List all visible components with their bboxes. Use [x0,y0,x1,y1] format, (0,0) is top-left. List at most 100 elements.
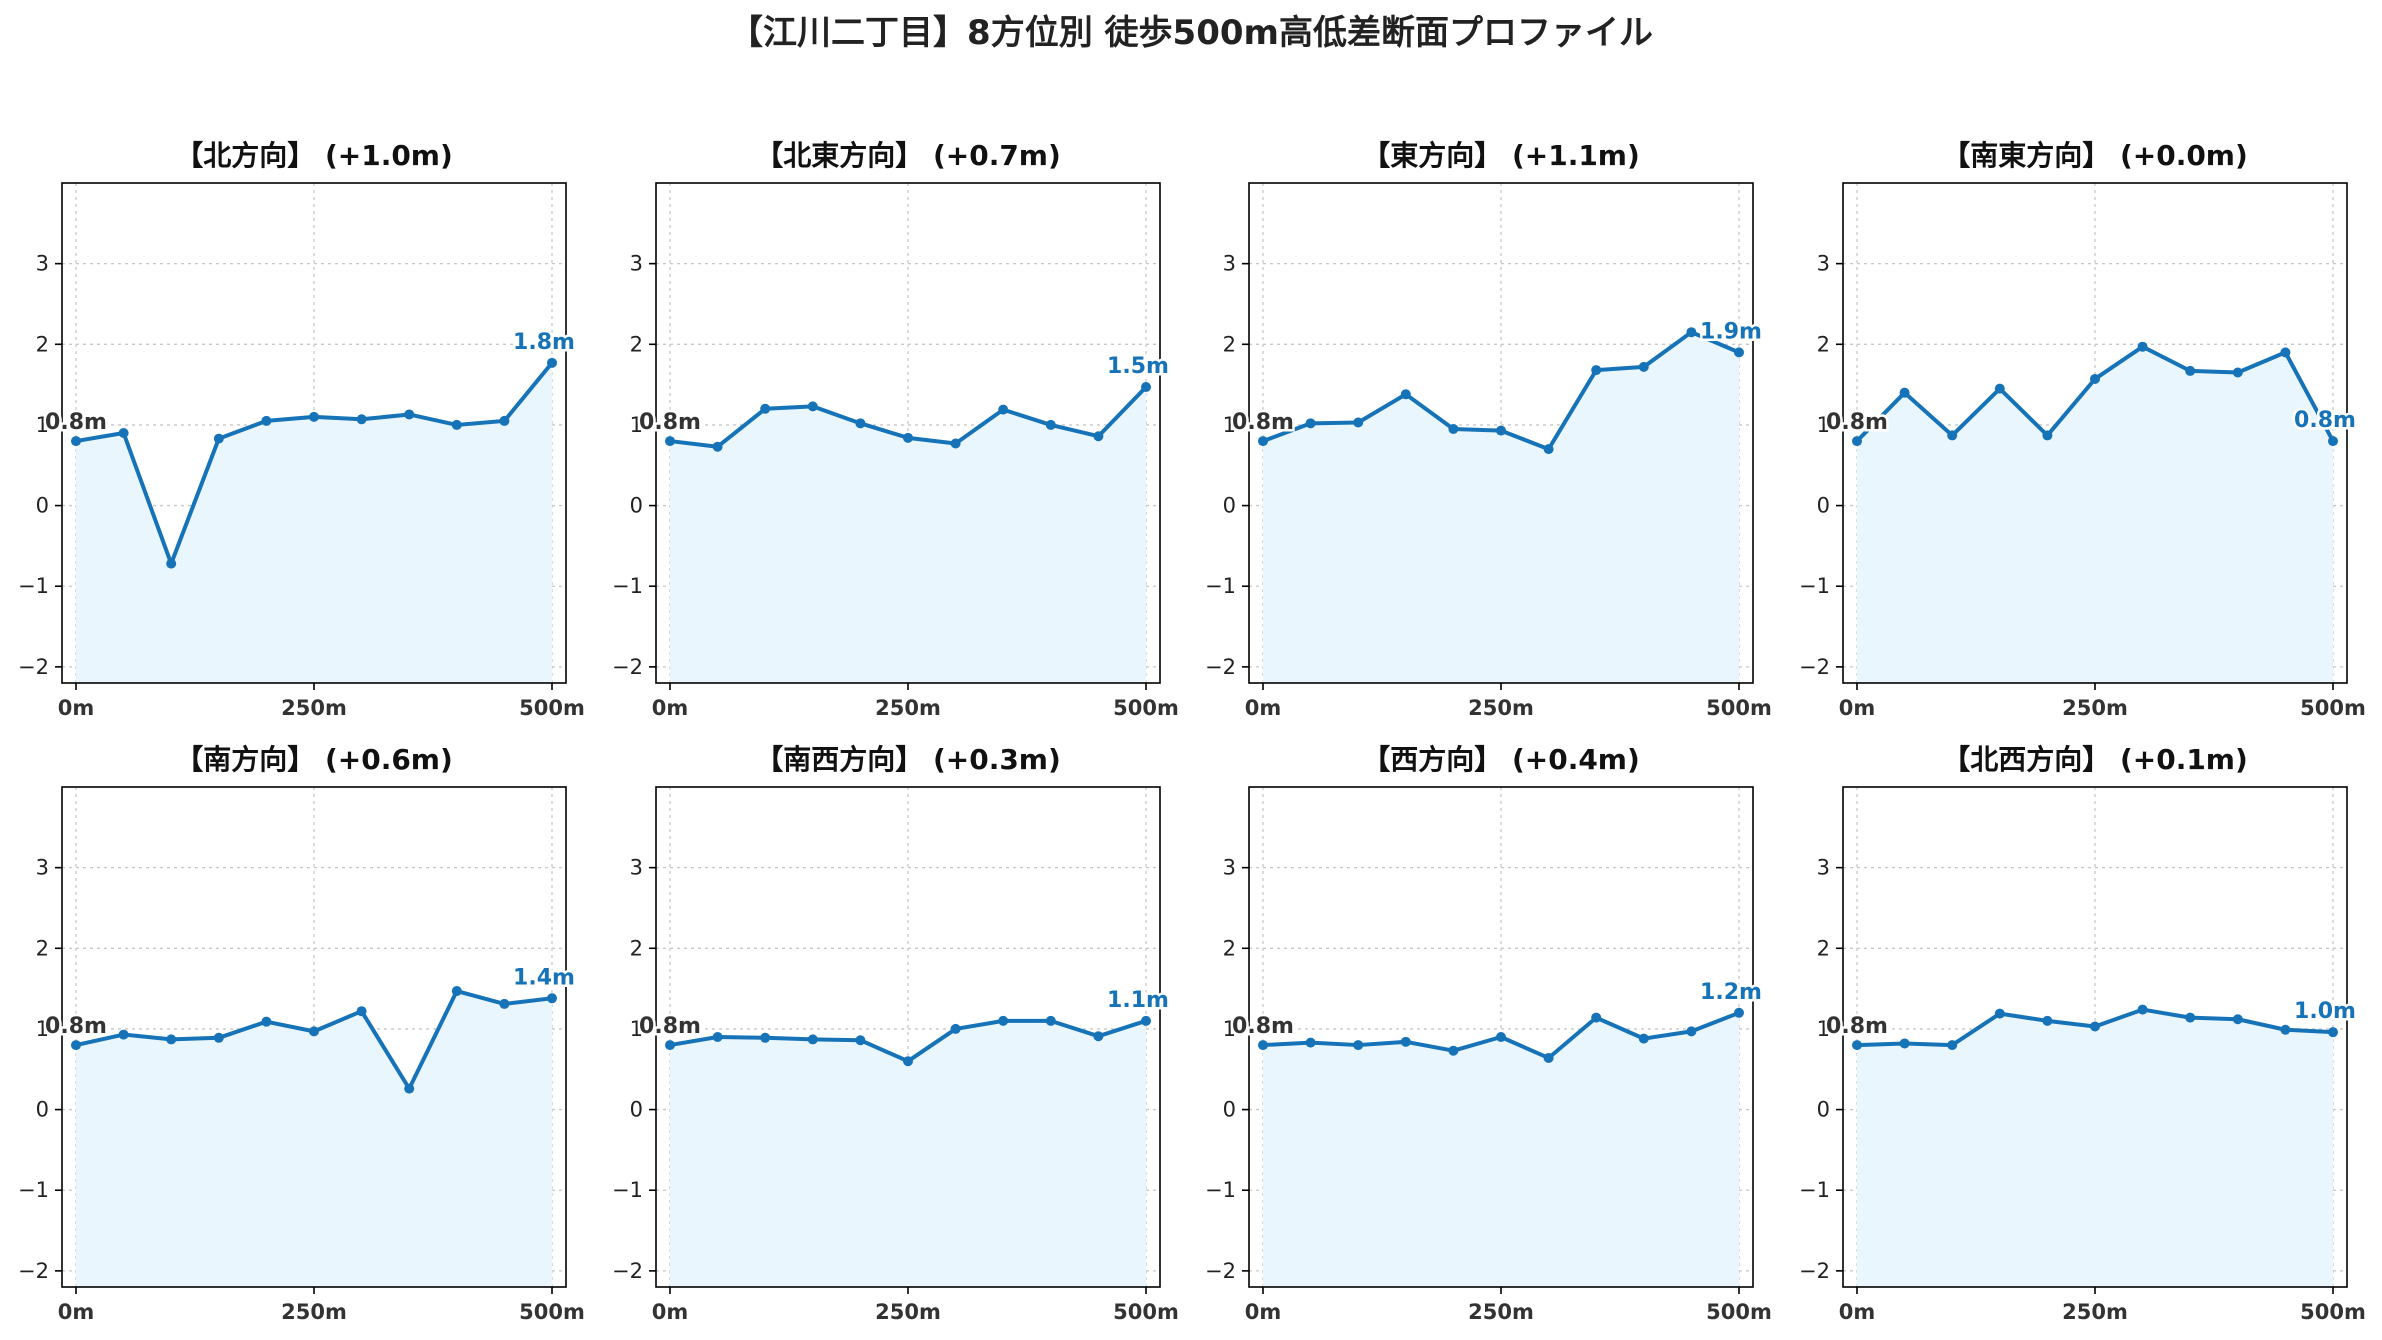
profile-point [2328,436,2338,447]
end-value-label: 1.1m [1107,988,1169,1013]
x-tick-label: 500m [2300,1300,2366,1324]
y-tick-label: −1 [18,1178,49,1202]
profile-point [166,1034,177,1045]
chart-panel-6: 【西方向】 (+0.4m) −2 −1 0 1 2 3 0m 250m 500m 0.8m 1.2m [1205,743,1772,1324]
y-tick-label: 1 [630,1017,643,1041]
y-tick-label: 3 [630,856,643,880]
profile-point [2232,367,2243,378]
chart-panel-0: 【北方向】 (+1.0m) −2 −1 0 1 2 3 0m 250m 500m 0.8m 1.8m [18,139,585,720]
y-tick-label: −1 [1205,1178,1236,1202]
y-tick-label: 1 [1817,1017,1830,1041]
profile-point [2280,1024,2291,1035]
profile-area [1263,1012,1739,1287]
y-tick-label: 2 [1817,936,1830,960]
end-value-label: 1.0m [2294,999,2356,1024]
x-tick-label: 0m [1839,1300,1876,1324]
y-tick-label: 2 [1223,332,1236,356]
y-tick-label: −2 [1799,1259,1830,1283]
profile-point [1852,436,1862,447]
chart-panel-1: 【北東方向】 (+0.7m) −2 −1 0 1 2 3 0m 250m 500m 0.8m 1.5m [612,139,1179,720]
profile-point [2042,430,2053,441]
x-tick-label: 500m [1706,1300,1772,1324]
profile-point [1258,436,1268,447]
y-tick-label: 0 [1223,1098,1236,1122]
profile-point [1734,1007,1744,1018]
x-tick-label: 0m [58,696,95,720]
x-tick-label: 500m [519,1300,585,1324]
profile-point [1591,1012,1602,1023]
y-tick-label: 2 [1817,332,1830,356]
profile-point [855,418,866,429]
end-value-label: 1.8m [513,330,575,355]
profile-point [760,403,771,414]
profile-point [855,1035,866,1046]
profile-point [1638,1033,1649,1044]
profile-point [1496,1032,1506,1042]
profile-point [2090,373,2100,384]
x-tick-label: 500m [1113,1300,1179,1324]
x-tick-label: 250m [875,1300,941,1324]
profile-point [499,998,510,1009]
profile-point [547,993,557,1004]
profile-point [118,1029,129,1040]
start-value-label: 0.8m [45,410,107,435]
x-tick-label: 500m [1113,696,1179,720]
y-tick-label: 2 [630,332,643,356]
x-tick-label: 0m [1245,1300,1282,1324]
x-tick-label: 0m [652,1300,689,1324]
profile-point [1496,425,1506,436]
profile-point [404,1083,415,1094]
profile-point [261,1016,272,1027]
profile-point [71,1040,81,1051]
profile-point [903,1056,913,1067]
profile-point [1093,1031,1104,1042]
chart-panel-4: 【南方向】 (+0.6m) −2 −1 0 1 2 3 0m 250m 500m 0.8m 1.4m [18,743,585,1324]
profile-point [1353,417,1364,428]
profile-point [1591,365,1602,376]
profile-point [261,415,272,426]
x-tick-label: 250m [2062,1300,2128,1324]
profile-area [670,1020,1146,1287]
x-tick-label: 0m [1245,696,1282,720]
y-tick-label: 3 [1817,856,1830,880]
profile-point [166,558,177,569]
profile-point [2185,1012,2196,1023]
profile-point [712,1032,723,1042]
profile-point [309,411,319,422]
profile-point [2042,1015,2053,1026]
profile-point [1994,1008,2005,1019]
profile-point [2328,1027,2338,1038]
profile-point [712,441,723,452]
x-tick-label: 250m [2062,696,2128,720]
y-tick-label: 1 [1223,413,1236,437]
profile-point [1734,347,1744,358]
profile-point [356,1006,367,1017]
panel-title: 【北方向】 (+1.0m) [175,139,453,172]
profile-point [1093,431,1104,442]
end-value-label: 1.9m [1700,319,1762,344]
y-tick-label: 0 [1817,1098,1830,1122]
x-tick-label: 500m [1706,696,1772,720]
y-tick-label: 3 [36,856,49,880]
start-value-label: 0.8m [639,410,701,435]
chart-panel-7: 【北西方向】 (+0.1m) −2 −1 0 1 2 3 0m 250m 500m 0.8m 1.0m [1799,743,2366,1324]
y-tick-label: −2 [18,655,49,679]
y-tick-label: 1 [630,413,643,437]
panel-title: 【西方向】 (+0.4m) [1362,743,1640,776]
y-tick-label: 0 [36,494,49,518]
profile-point [1400,389,1411,400]
profile-point [1400,1036,1411,1047]
y-tick-label: 0 [630,494,643,518]
profile-point [213,1032,224,1043]
panel-title: 【南方向】 (+0.6m) [175,743,453,776]
profile-point [1045,1015,1056,1026]
figure-title: 【江川二丁目】8方位別 徒歩500m高低差断面プロファイル [729,13,1653,53]
end-value-label: 0.8m [2294,408,2356,433]
profile-area [1263,332,1739,683]
profile-point [1305,1037,1316,1048]
panel-title: 【東方向】 (+1.1m) [1362,139,1640,172]
y-tick-label: −1 [1205,574,1236,598]
profile-area [670,387,1146,683]
profile-point [1686,327,1697,338]
